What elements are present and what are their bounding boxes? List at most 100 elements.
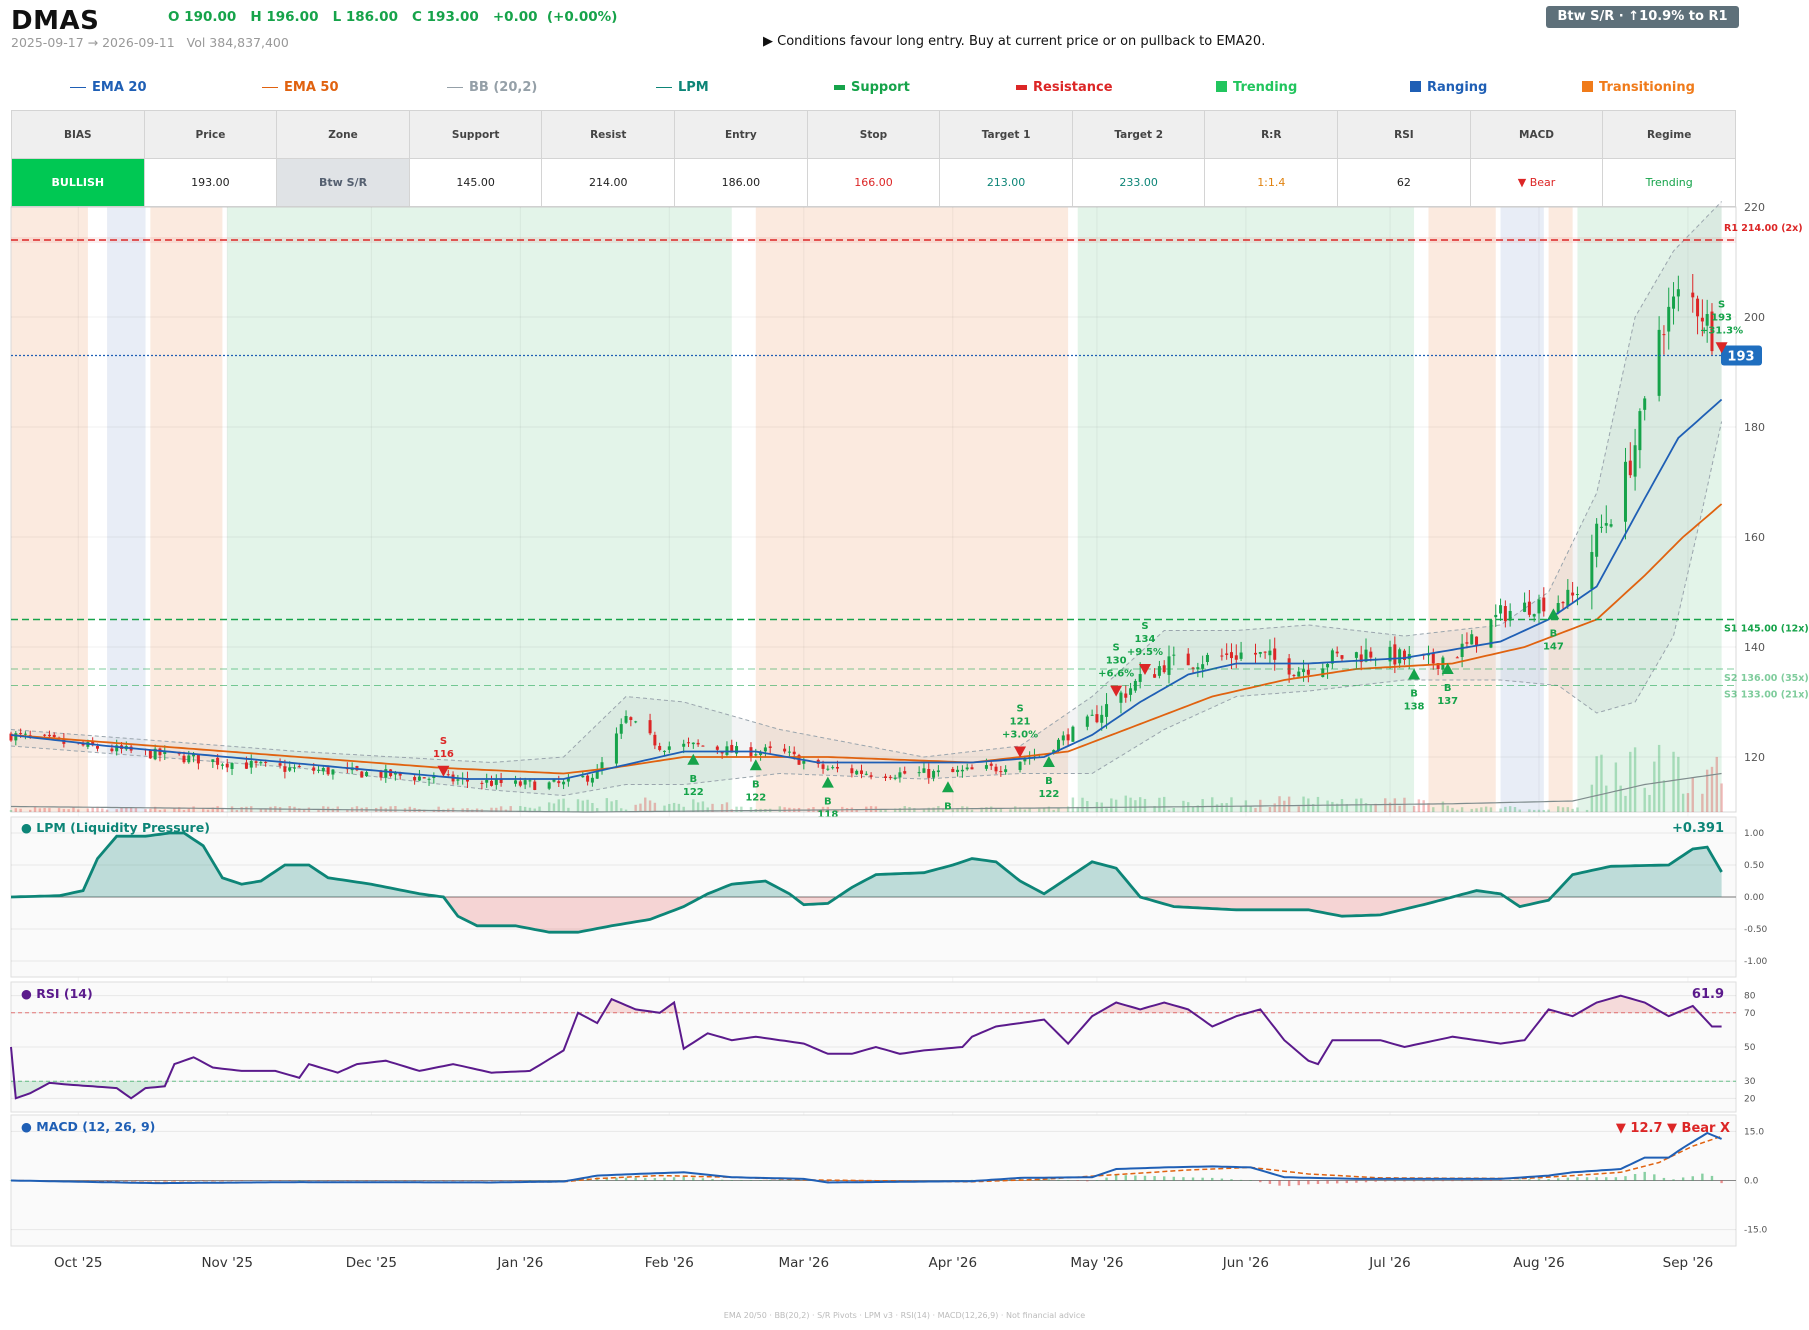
candle-body [922, 768, 926, 773]
volume-bar [96, 806, 99, 812]
volume-bar [547, 802, 551, 812]
volume-bar [634, 804, 637, 812]
value-entry: 186.00 [674, 158, 808, 207]
header-target2: Target 2 [1071, 110, 1206, 159]
volume-bar [567, 807, 570, 812]
candle-body [1018, 761, 1022, 770]
candle-body [1220, 655, 1224, 657]
candle-body [619, 724, 623, 734]
volume-bar [302, 808, 306, 812]
volume-bar [672, 802, 676, 812]
candle-body [187, 755, 191, 763]
candle-body [1393, 644, 1397, 665]
candle-body [1287, 658, 1291, 675]
volume-bar [149, 808, 152, 812]
candle-body [984, 765, 988, 769]
candle-body [1167, 656, 1171, 675]
rsi-overbought-area [11, 995, 1722, 1013]
volume-bar [985, 807, 988, 812]
legend-label: EMA 20 [92, 80, 147, 95]
volume-bar [1114, 799, 1118, 812]
volume-bar [1163, 796, 1166, 812]
volume-bar [1388, 802, 1392, 812]
candle-body [1398, 649, 1402, 664]
ema20-line [10, 398, 1723, 780]
buy-signal-label: 122 [683, 787, 704, 798]
sell-signal-label: 130 [1106, 656, 1127, 667]
candle-body [1700, 317, 1704, 322]
candle-body [1388, 646, 1392, 662]
macd-histogram-bar [970, 1179, 974, 1181]
value-support: 145.00 [408, 158, 543, 207]
volume-bar [173, 807, 176, 812]
volume-bar [1167, 809, 1171, 812]
candle-body [514, 780, 518, 784]
volume-bar [1105, 808, 1108, 812]
volume-bar [1595, 756, 1598, 812]
macd-histogram-bar [1134, 1175, 1137, 1181]
price-tick-label: 200 [1744, 311, 1765, 324]
candle-body [586, 775, 590, 782]
volume-bar [893, 808, 897, 812]
macd-histogram-bar [1143, 1175, 1147, 1181]
macd-histogram-bar [1047, 1179, 1051, 1181]
x-tick-label: Nov '25 [201, 1255, 253, 1271]
volume-bar [624, 809, 628, 812]
volume-bar [91, 807, 94, 812]
volume-bar [158, 809, 162, 812]
volume-bar [1585, 809, 1589, 812]
lpm-panel-title: ● LPM (Liquidity Pressure) [21, 820, 210, 835]
volume-bar [346, 809, 349, 812]
legend-swatch [1410, 81, 1421, 92]
candle-body [148, 750, 152, 759]
volume-bar [1499, 808, 1502, 812]
volume-bar [855, 809, 858, 812]
volume-bar [29, 809, 32, 812]
sell-signal-marker [1110, 685, 1123, 697]
macd-histogram-bar [240, 1180, 243, 1181]
header-entry: Entry [674, 110, 808, 159]
candle-body [43, 734, 47, 736]
volume-bar [1254, 807, 1257, 812]
candle-body [1205, 654, 1209, 663]
volume-bar [523, 806, 527, 812]
volume-bar [706, 807, 709, 812]
volume-bar [62, 808, 66, 812]
volume-bar [72, 807, 75, 812]
candle-body [547, 782, 551, 789]
summary-table: BIAS Price Zone Support Resist Entry Sto… [11, 110, 1736, 207]
macd-histogram-bar [451, 1180, 455, 1181]
candle-body [1326, 663, 1330, 668]
buy-signal-marker [941, 781, 954, 793]
volume-bar [817, 809, 820, 812]
volume-bar [586, 799, 589, 812]
rsi-tick-label: 70 [1744, 1009, 1756, 1019]
candle-body [888, 776, 892, 778]
volume-bar [692, 799, 695, 812]
macd-histogram-bar [423, 1180, 426, 1181]
macd-histogram-bar [1297, 1180, 1300, 1186]
macd-histogram-bar [615, 1177, 618, 1181]
buy-signal-label: 122 [745, 792, 766, 803]
volume-bar [1287, 796, 1291, 812]
sell-signal-label: +9.5% [1127, 647, 1163, 658]
candle-body [1494, 614, 1498, 618]
volume-bar [1643, 787, 1646, 812]
macd-histogram-bar [173, 1180, 176, 1182]
volume-bar [19, 808, 22, 812]
candle-body [413, 776, 417, 781]
macd-histogram-bar [1316, 1180, 1320, 1185]
value-target1: 213.00 [939, 158, 1073, 207]
volume-bar [1547, 809, 1550, 812]
value-price: 193.00 [143, 158, 278, 207]
macd-histogram-bar [1066, 1180, 1070, 1181]
ohlc-readout: O 190.00 H 196.00 L 186.00 C 193.00 +0.0… [168, 9, 618, 25]
volume-bar [1470, 808, 1473, 812]
x-tick-label: Feb '26 [645, 1255, 694, 1271]
candle-body [1095, 714, 1099, 723]
candle-body [1465, 642, 1469, 644]
candle-body [1052, 750, 1056, 754]
volume-bar [1648, 794, 1651, 812]
candle-body [379, 771, 383, 778]
macd-histogram-bar [346, 1180, 349, 1181]
